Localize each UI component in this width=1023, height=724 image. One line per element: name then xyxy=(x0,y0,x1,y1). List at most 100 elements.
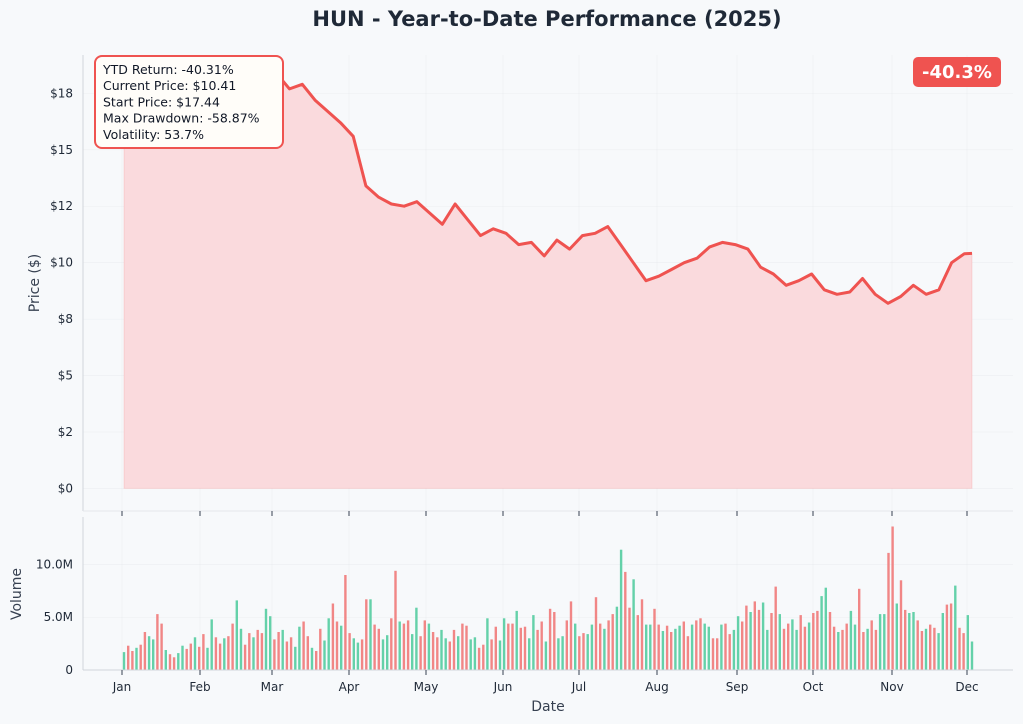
volume-bar xyxy=(674,628,677,670)
volume-bar xyxy=(298,626,301,670)
volume-bar xyxy=(745,605,748,670)
volume-x-ticks: Jan Feb Mar Apr May Jun Jul Aug Sep Oct Nov Dec xyxy=(112,670,979,694)
volume-bar xyxy=(841,629,844,670)
volume-bar xyxy=(799,615,802,670)
volume-bar xyxy=(661,631,665,670)
volume-bar xyxy=(369,599,372,670)
chart-title: HUN - Year-to-Date Performance (2025) xyxy=(312,7,781,31)
price-y-tick-label: $15 xyxy=(50,143,73,157)
volume-bar xyxy=(143,632,147,670)
volume-bar xyxy=(933,627,936,670)
volume-bar xyxy=(916,620,919,670)
stats-line: YTD Return: -40.31% xyxy=(102,62,234,77)
x-tick-label: Aug xyxy=(645,680,668,694)
volume-bar xyxy=(594,597,598,670)
volume-bar xyxy=(590,624,594,670)
volume-bar xyxy=(511,623,514,670)
volume-bar xyxy=(795,629,798,670)
volume-bar xyxy=(574,623,577,670)
price-y-tick-label: $5 xyxy=(58,369,73,383)
volume-bar xyxy=(536,629,539,670)
stats-line: Max Drawdown: -58.87% xyxy=(103,111,260,126)
volume-bar xyxy=(761,602,765,670)
volume-bar xyxy=(135,647,138,670)
volume-bar xyxy=(335,621,339,670)
volume-bar xyxy=(327,618,330,670)
x-axis-label: Date xyxy=(531,699,564,715)
volume-bar xyxy=(837,632,840,670)
volume-bar xyxy=(315,651,318,670)
volume-bar xyxy=(766,629,769,670)
x-tick-label: Jun xyxy=(493,680,513,694)
volume-bar xyxy=(866,628,869,670)
volume-bar xyxy=(791,619,794,670)
volume-bar xyxy=(728,634,731,670)
x-tick-label: Apr xyxy=(339,680,360,694)
volume-bar xyxy=(373,624,376,670)
volume-bar xyxy=(252,637,255,670)
return-badge: -40.3% xyxy=(913,57,1001,87)
volume-bar xyxy=(231,623,234,670)
volume-bar xyxy=(803,626,807,670)
volume-bar xyxy=(912,612,915,670)
volume-bar xyxy=(168,654,172,670)
volume-bar xyxy=(469,639,472,670)
volume-bar xyxy=(465,625,468,670)
volume-bar xyxy=(260,633,264,670)
volume-bar xyxy=(870,620,873,670)
price-y-tick-label: $8 xyxy=(58,312,73,326)
volume-bar xyxy=(310,647,314,670)
volume-bar xyxy=(937,633,940,670)
volume-bar xyxy=(561,636,564,670)
volume-bar xyxy=(578,636,581,670)
volume-bar xyxy=(544,641,548,670)
x-tick-label: Sep xyxy=(726,680,749,694)
volume-bar xyxy=(452,629,456,670)
x-tick-label: Mar xyxy=(261,680,284,694)
volume-bar xyxy=(210,619,213,670)
volume-bar xyxy=(858,588,861,670)
volume-bar xyxy=(653,608,656,670)
volume-bar xyxy=(344,575,347,670)
volume-bar xyxy=(482,644,485,670)
volume-bar xyxy=(419,636,422,670)
volume-bar xyxy=(377,628,380,670)
volume-bar xyxy=(352,638,355,670)
volume-bar xyxy=(807,622,811,670)
volume-bar xyxy=(189,643,192,670)
volume-bar xyxy=(248,633,251,670)
volume-bar xyxy=(523,626,527,670)
volume-bar xyxy=(690,624,694,670)
volume-bar xyxy=(214,637,218,670)
volume-bar xyxy=(548,608,552,670)
x-tick-label: Nov xyxy=(880,680,903,694)
volume-bar xyxy=(716,638,719,670)
price-y-axis-label: Price ($) xyxy=(27,254,43,312)
volume-bar xyxy=(273,639,276,670)
volume-bar xyxy=(695,620,698,670)
volume-bar xyxy=(223,638,226,670)
volume-bar xyxy=(908,613,911,670)
volume-bar xyxy=(281,629,284,670)
volume-bar xyxy=(398,621,401,670)
volume-bar xyxy=(411,634,414,670)
volume-bar xyxy=(720,624,723,670)
volume-bar xyxy=(122,652,126,670)
volume-y-tick-label: 5.0M xyxy=(44,610,73,624)
volume-bar xyxy=(670,632,673,670)
volume-bar xyxy=(812,613,815,670)
volume-bar xyxy=(849,610,853,670)
x-tick-label: May xyxy=(414,680,439,694)
x-tick-label: Feb xyxy=(189,680,210,694)
volume-bar xyxy=(954,585,957,670)
volume-bar xyxy=(632,579,635,670)
volume-bar xyxy=(193,637,197,670)
volume-gridlines xyxy=(83,517,1013,671)
volume-bar xyxy=(519,627,522,670)
volume-bar xyxy=(929,624,932,670)
volume-bar xyxy=(665,625,669,670)
volume-bar xyxy=(156,614,159,670)
volume-bar xyxy=(235,600,238,670)
volume-bar xyxy=(891,526,894,670)
price-y-tick-label: $0 xyxy=(58,481,73,495)
